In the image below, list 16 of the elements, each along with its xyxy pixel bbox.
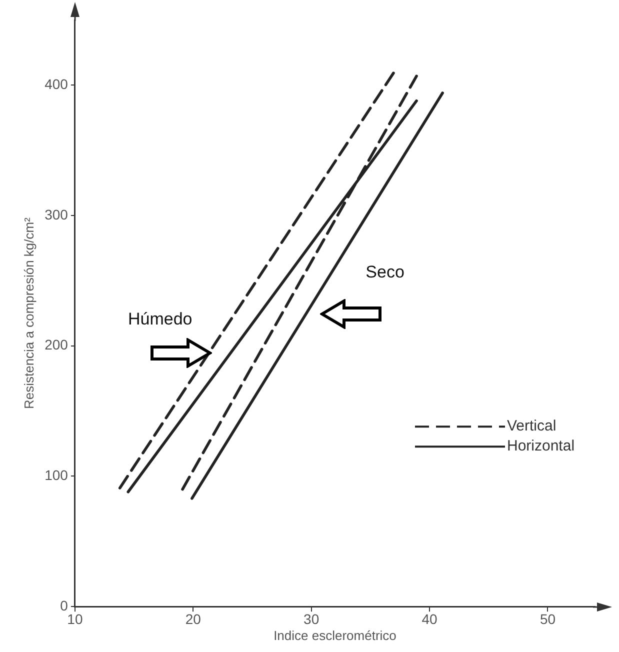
y-tick-label: 200	[44, 336, 68, 353]
x-tick-label: 10	[67, 610, 83, 627]
y-tick-label: 100	[44, 467, 68, 484]
y-tick-label: 0	[60, 597, 68, 614]
annotation: Húmedo	[128, 309, 192, 328]
x-tick-label: 40	[422, 610, 438, 627]
x-tick-label: 30	[304, 610, 320, 627]
annotation: Seco	[366, 262, 404, 282]
x-tick-label: 20	[185, 610, 202, 627]
y-axis-title: Resistencia a compresión kg/cm²	[21, 216, 36, 410]
y-tick-label: 300	[44, 206, 68, 222]
x-tick-label: 50	[540, 610, 556, 627]
text: Horizontal	[507, 438, 575, 455]
text: Vertical	[507, 418, 556, 435]
y-tick-label: 400	[44, 76, 68, 92]
x-axis-title: Indice esclerométrico	[274, 628, 396, 643]
